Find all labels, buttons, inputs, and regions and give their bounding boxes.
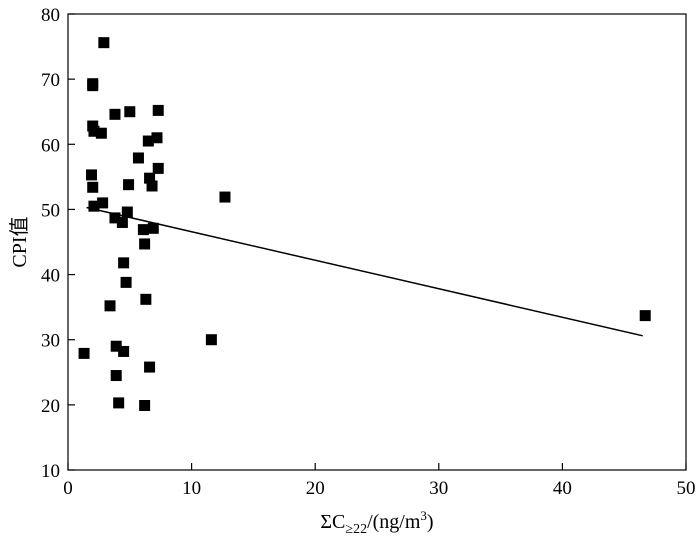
data-point bbox=[85, 169, 97, 181]
y-tick-label: 60 bbox=[41, 135, 60, 156]
x-axis-title: ΣC≥22/(ng/m3) bbox=[320, 508, 433, 537]
x-axis: 0 10 20 30 40 50 bbox=[63, 463, 696, 499]
data-point bbox=[144, 361, 156, 373]
data-point bbox=[78, 347, 90, 359]
y-tick-label: 80 bbox=[41, 5, 60, 26]
data-point bbox=[97, 197, 109, 209]
y-tick-label: 50 bbox=[41, 200, 60, 221]
data-point bbox=[88, 200, 100, 212]
data-point bbox=[110, 340, 122, 352]
data-point bbox=[205, 334, 217, 346]
y-axis-title: CPI值 bbox=[8, 216, 31, 267]
data-point bbox=[124, 106, 136, 118]
data-point bbox=[147, 222, 159, 234]
data-point bbox=[109, 108, 121, 120]
y-tick-label: 10 bbox=[41, 461, 60, 482]
data-point bbox=[88, 125, 100, 137]
data-point bbox=[151, 132, 163, 144]
data-point bbox=[139, 400, 151, 412]
data-point bbox=[87, 78, 99, 90]
data-point bbox=[104, 300, 116, 312]
data-point bbox=[98, 37, 110, 49]
data-point bbox=[140, 293, 152, 305]
y-tick-label: 20 bbox=[41, 396, 60, 417]
y-tick-label: 30 bbox=[41, 331, 60, 352]
data-point bbox=[219, 191, 231, 203]
x-tick-label: 0 bbox=[63, 478, 73, 499]
data-point bbox=[109, 212, 121, 224]
data-point bbox=[146, 180, 158, 192]
plot-frame bbox=[67, 13, 687, 471]
data-point bbox=[152, 104, 164, 116]
data-point bbox=[137, 224, 149, 236]
data-point bbox=[113, 397, 125, 409]
data-point bbox=[639, 310, 651, 322]
data-point bbox=[118, 257, 130, 269]
y-axis: 10 20 30 40 50 60 70 80 bbox=[41, 5, 75, 482]
data-point bbox=[123, 179, 135, 191]
y-tick-label: 70 bbox=[41, 70, 60, 91]
trend-line bbox=[86, 206, 643, 337]
x-tick-label: 20 bbox=[306, 478, 325, 499]
data-point bbox=[152, 162, 164, 174]
data-point bbox=[118, 345, 130, 357]
data-point bbox=[116, 216, 128, 228]
data-point bbox=[121, 206, 133, 218]
y-tick-label: 40 bbox=[41, 266, 60, 287]
data-point bbox=[110, 370, 122, 382]
data-point bbox=[139, 238, 151, 250]
data-points bbox=[78, 37, 651, 412]
data-point bbox=[120, 276, 132, 288]
data-point bbox=[95, 127, 107, 139]
x-tick-label: 50 bbox=[677, 478, 696, 499]
x-tick-label: 40 bbox=[553, 478, 572, 499]
data-point bbox=[144, 172, 156, 184]
x-tick-label: 30 bbox=[429, 478, 448, 499]
data-point bbox=[132, 152, 144, 164]
data-point bbox=[142, 135, 154, 147]
data-point bbox=[87, 181, 99, 193]
x-tick-label: 10 bbox=[182, 478, 201, 499]
